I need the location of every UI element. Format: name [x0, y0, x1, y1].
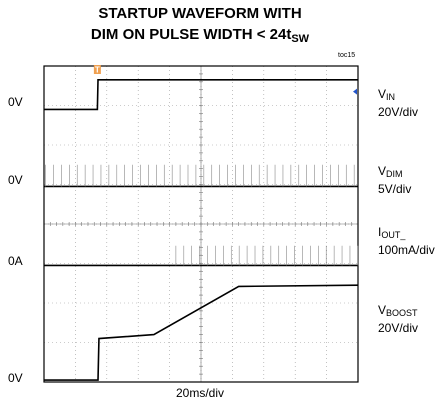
plot-frame	[43, 65, 359, 383]
ref-label-vin: 0V	[8, 95, 23, 109]
channel-label-vboost: VBOOST 20V/div	[378, 303, 418, 336]
trace-vboost	[44, 284, 359, 381]
channel-name: V	[378, 164, 387, 178]
channel-sub: IN	[386, 92, 396, 102]
figure-tag: toc15	[338, 52, 356, 59]
channel-sub: OUT_	[381, 230, 406, 240]
channel-sub: DIM	[386, 169, 403, 179]
trigger-marker-label: T	[95, 66, 100, 75]
chart-title-line1: STARTUP WAVEFORM WITH	[98, 5, 302, 22]
x-axis-label: 20ms/div	[175, 386, 225, 400]
channel-label-vdim: VDIM 5V/div	[378, 164, 411, 197]
channel-scale: 20V/div	[378, 321, 419, 335]
trace-vin	[44, 79, 358, 111]
channel-scale: 100mA/div	[378, 243, 435, 257]
channel-name: V	[378, 303, 387, 317]
channel-label-vin: VIN 20V/div	[378, 87, 418, 120]
level-arrow-icon	[353, 88, 357, 95]
channel-scale: 5V/div	[378, 182, 412, 196]
title-prefix: DIM ON PULSE WIDTH < 24t	[90, 26, 292, 43]
chart-title-line2: DIM ON PULSE WIDTH < 24tSW	[0, 25, 400, 49]
channel-name: I	[378, 225, 382, 239]
channel-scale: 20V/div	[378, 105, 419, 119]
channel-label-iout: IOUT_ 100mA/div	[378, 225, 435, 258]
channel-name: V	[378, 87, 387, 101]
ref-label-iout: 0A	[8, 254, 23, 268]
trigger-marker-icon	[93, 65, 101, 74]
ref-label-vboost: 0V	[8, 371, 23, 385]
title-subscript: SW	[291, 33, 310, 45]
channel-sub: BOOST	[386, 308, 418, 318]
ref-label-vdim: 0V	[8, 173, 23, 187]
